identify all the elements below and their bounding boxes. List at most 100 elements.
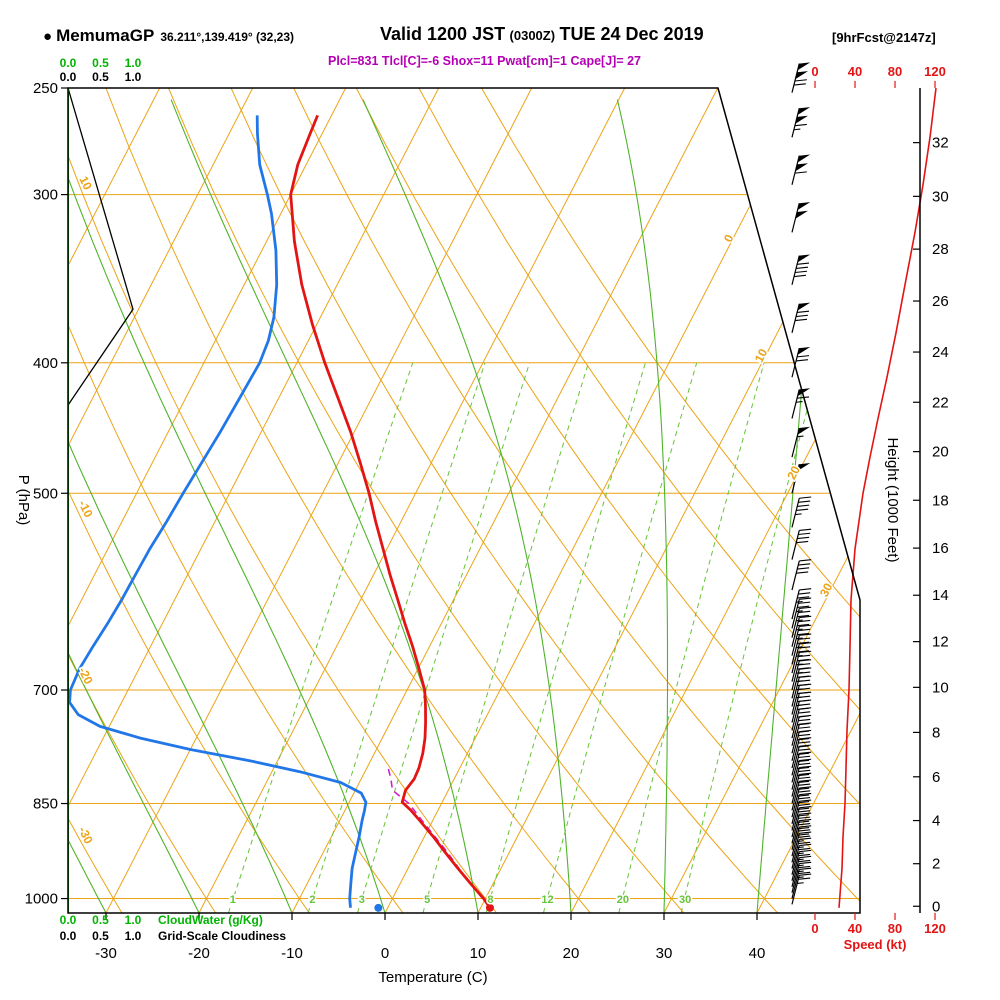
wind-barb-staff bbox=[791, 589, 800, 620]
wind-barb-pennant bbox=[795, 71, 808, 80]
wind-barb-staff bbox=[791, 530, 800, 560]
moist-adiabat-line bbox=[616, 99, 669, 913]
speed-tick-label: 0 bbox=[811, 921, 818, 936]
moist-adiabat-line bbox=[68, 99, 293, 913]
wind-barb-staff bbox=[791, 787, 800, 818]
wind-barb-halffeather bbox=[797, 870, 804, 873]
wind-barbs bbox=[791, 62, 812, 905]
dry-adiabat-line bbox=[481, 88, 860, 913]
speed-tick-label: 40 bbox=[848, 921, 862, 936]
wind-barb-staff bbox=[791, 731, 800, 761]
temperature-tick-label: 20 bbox=[563, 945, 580, 962]
mixing-ratio-label: 1 bbox=[230, 894, 236, 906]
mixing-ratio-line bbox=[357, 362, 531, 913]
wind-barb-feather bbox=[798, 592, 811, 595]
height-tick-label: 0 bbox=[932, 898, 940, 915]
wind-barb-staff bbox=[791, 774, 800, 804]
valid-date: TUE 24 Dec 2019 bbox=[559, 24, 704, 44]
wind-barb-feather bbox=[797, 820, 810, 824]
wind-barb-pennant bbox=[797, 254, 811, 263]
height-tick-label: 8 bbox=[932, 724, 940, 741]
wind-barb-feather bbox=[798, 769, 811, 773]
wind-barb-halffeather bbox=[797, 852, 804, 855]
wind-barb-feather bbox=[796, 359, 809, 362]
temperature-tick-label: -20 bbox=[188, 945, 210, 962]
mixing-ratio-label: 8 bbox=[487, 894, 493, 906]
wind-barb-halffeather bbox=[797, 858, 804, 861]
mixing-ratio-label: 5 bbox=[424, 894, 430, 906]
cloudiness-tick-label: 0.5 bbox=[92, 929, 109, 943]
wind-barb-feather bbox=[799, 606, 812, 610]
isotherm-line bbox=[384, 88, 812, 913]
moist-adiabat-line bbox=[362, 99, 572, 913]
wind-barb-feather bbox=[798, 871, 811, 875]
wind-barb-feather bbox=[797, 355, 810, 358]
temperature-tick-label: 10 bbox=[470, 945, 487, 962]
height-tick-label: 14 bbox=[932, 587, 949, 604]
cloudiness-axis-title: Grid-Scale Cloudiness bbox=[158, 929, 286, 943]
background-grid bbox=[0, 88, 860, 913]
wind-barb-feather bbox=[798, 835, 811, 838]
wind-barb-staff bbox=[791, 851, 800, 881]
wind-barb-halffeather bbox=[793, 128, 801, 131]
parcel-path-curve bbox=[387, 767, 491, 909]
wind-barb-feather bbox=[796, 540, 809, 544]
moist-adiabat-line bbox=[68, 99, 200, 913]
grid-scale-cloudiness-profile bbox=[68, 88, 134, 913]
wind-barb-feather bbox=[798, 718, 811, 722]
wind-barb-halffeather bbox=[797, 876, 804, 879]
wind-barb-staff bbox=[791, 63, 800, 93]
wind-barb-feather bbox=[799, 765, 812, 769]
wind-barb-feather bbox=[797, 759, 810, 763]
isotherm-label: 30 bbox=[817, 581, 836, 600]
wind-barb-feather bbox=[797, 752, 810, 755]
wind-barb-feather bbox=[798, 796, 811, 800]
wind-barb-halffeather bbox=[797, 840, 804, 842]
wind-barb-feather bbox=[799, 615, 812, 619]
wind-barb-pennant bbox=[797, 302, 811, 311]
wind-barb-staff bbox=[791, 716, 800, 746]
wind-barb-staff bbox=[791, 807, 800, 838]
cloudiness-tick-label: 0.0 bbox=[60, 70, 77, 84]
wind-barb-feather bbox=[798, 646, 811, 649]
pressure-axis-title: P (hPa) bbox=[15, 475, 32, 526]
dry-adiabat-line bbox=[68, 88, 404, 913]
wind-barb-staff bbox=[791, 347, 800, 378]
wind-barb-staff bbox=[791, 108, 800, 138]
speed-axis-title: Speed (kt) bbox=[844, 937, 907, 952]
wind-barb-feather bbox=[798, 859, 811, 863]
wind-barb-feather bbox=[793, 83, 806, 86]
mixing-ratio-line bbox=[227, 362, 414, 913]
wind-barb-feather bbox=[798, 847, 811, 851]
speed-tick-label: 0 bbox=[811, 64, 818, 79]
wind-barb-feather bbox=[799, 758, 812, 762]
isotherm-line bbox=[291, 88, 719, 913]
wind-barb-halffeather bbox=[795, 513, 802, 516]
height-tick-label: 24 bbox=[932, 344, 949, 361]
cloudiness-tick-label: 0.0 bbox=[60, 929, 77, 943]
wind-barb-feather bbox=[797, 650, 810, 653]
moist-adiabat-line bbox=[0, 100, 13, 913]
isotherm-line bbox=[663, 88, 860, 913]
wind-barb-halffeather bbox=[796, 671, 803, 674]
wind-barb-halffeather bbox=[796, 637, 803, 640]
wind-barb-pennant bbox=[797, 426, 811, 435]
wind-barb-feather bbox=[796, 314, 809, 318]
wind-barb-staff bbox=[791, 599, 800, 629]
wind-barb-staff bbox=[791, 708, 800, 739]
isotherm-label: 0 bbox=[721, 232, 737, 245]
dry-adiabat-label: 10 bbox=[76, 174, 95, 192]
wind-barb-feather bbox=[794, 318, 808, 322]
wind-barb-halffeather bbox=[797, 864, 804, 867]
wind-barb-feather bbox=[797, 623, 810, 627]
wind-barb-feather bbox=[797, 833, 810, 836]
dry-adiabat-line bbox=[105, 88, 591, 913]
wind-barb-feather bbox=[797, 699, 810, 703]
pressure-tick-label: 700 bbox=[33, 682, 58, 699]
temperature-tick-label: 0 bbox=[381, 945, 389, 962]
wind-barb-feather bbox=[798, 865, 811, 869]
height-tick-label: 26 bbox=[932, 293, 949, 310]
mixing-ratio-label: 30 bbox=[679, 894, 691, 906]
wind-barb-staff bbox=[791, 303, 800, 333]
